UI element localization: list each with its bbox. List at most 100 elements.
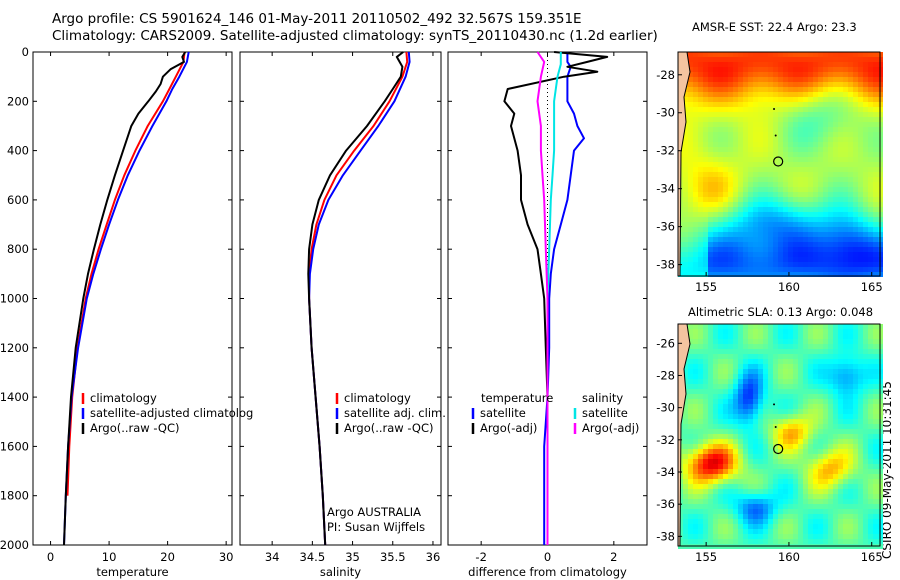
sst-map-cell: [723, 252, 728, 257]
sla-map-cell: [768, 379, 773, 384]
sst-map-cell: [753, 162, 758, 167]
sla-map-cell: [828, 499, 833, 504]
sla-map-cell: [873, 379, 878, 384]
sst-map-cell: [743, 102, 748, 107]
sla-map-cell: [863, 324, 868, 329]
sst-map-cell: [713, 232, 718, 237]
sst-map-cell: [708, 242, 713, 247]
sst-map-cell: [848, 122, 853, 127]
sst-map-cell: [798, 97, 803, 102]
sla-map-cell: [848, 389, 853, 394]
sla-map-cell: [793, 369, 798, 374]
sla-map-cell: [723, 389, 728, 394]
sst-map-cell: [743, 62, 748, 67]
sla-map-cell: [693, 499, 698, 504]
sla-map-cell: [728, 409, 733, 414]
sla-map-cell: [868, 429, 873, 434]
sla-map-cell: [813, 414, 818, 419]
sla-map-cell: [693, 344, 698, 349]
sst-map-cell: [763, 257, 768, 262]
sst-map-cell: [873, 147, 878, 152]
sla-map-cell: [728, 479, 733, 484]
sst-map-cell: [728, 132, 733, 137]
sst-map-cell: [868, 122, 873, 127]
sst-map-cell: [688, 252, 693, 257]
sla-map-cell: [693, 469, 698, 474]
sla-map-cell: [713, 334, 718, 339]
sla-map-cell: [778, 459, 783, 464]
sla-map-cell: [723, 394, 728, 399]
sla-map-ytick-label: -34: [656, 465, 675, 479]
sla-map-cell: [743, 374, 748, 379]
sla-map-cell: [848, 424, 853, 429]
sla-map-cell: [853, 499, 858, 504]
sst-map-cell: [843, 272, 848, 277]
sla-map-cell: [793, 444, 798, 449]
sla-map-cell: [823, 474, 828, 479]
sla-map-cell: [753, 419, 758, 424]
sla-map-cell: [783, 339, 788, 344]
sst-map-cell: [848, 107, 853, 112]
sla-map-cell: [818, 329, 823, 334]
sst-map-cell: [863, 67, 868, 72]
sla-map-cell: [708, 424, 713, 429]
sst-map-cell: [713, 172, 718, 177]
sst-map-cell: [703, 242, 708, 247]
sst-map-cell: [683, 167, 688, 172]
sla-map-cell: [833, 349, 838, 354]
sst-map-cell: [788, 77, 793, 82]
sla-map-cell: [868, 374, 873, 379]
sla-map-cell: [798, 474, 803, 479]
sla-map-cell: [728, 429, 733, 434]
sst-map-cell: [698, 182, 703, 187]
depth-tick-label: 1600: [0, 439, 29, 453]
sst-map-cell: [818, 122, 823, 127]
sst-map-cell: [793, 107, 798, 112]
sla-map-cell: [768, 344, 773, 349]
temperature-xtick-label: 30: [219, 550, 234, 564]
sla-map-cell: [843, 539, 848, 544]
sst-map-cell: [838, 172, 843, 177]
sla-map-cell: [693, 479, 698, 484]
sst-map-cell: [853, 82, 858, 87]
sst-map-cell: [818, 132, 823, 137]
sst-map-cell: [858, 242, 863, 247]
sla-map-cell: [868, 384, 873, 389]
sla-map-cell: [733, 459, 738, 464]
sla-map-cell: [713, 449, 718, 454]
sst-map-cell: [868, 52, 873, 57]
sla-map-cell: [788, 424, 793, 429]
sst-map-cell: [778, 177, 783, 182]
sla-map-cell: [863, 484, 868, 489]
sla-map-cell: [863, 404, 868, 409]
sla-map-cell: [803, 434, 808, 439]
sla-map-cell: [748, 424, 753, 429]
sst-map-cell: [843, 157, 848, 162]
sla-map-cell: [813, 464, 818, 469]
sla-map-cell: [793, 399, 798, 404]
sst-map-cell: [863, 227, 868, 232]
sla-map-cell: [828, 534, 833, 539]
sst-map-cell: [803, 132, 808, 137]
sla-map-cell: [793, 414, 798, 419]
sst-map-cell: [858, 152, 863, 157]
sla-map-cell: [688, 529, 693, 534]
sst-map-cell: [773, 197, 778, 202]
sst-map-cell: [778, 227, 783, 232]
sla-map-cell: [743, 429, 748, 434]
sst-map-cell: [688, 77, 693, 82]
sla-map-cell: [743, 464, 748, 469]
sla-map-cell: [718, 479, 723, 484]
sst-map-cell: [683, 192, 688, 197]
sla-map-cell: [833, 499, 838, 504]
sla-map-cell: [763, 459, 768, 464]
sst-map-cell: [718, 52, 723, 57]
sst-map-cell: [843, 262, 848, 267]
sla-map-cell: [738, 389, 743, 394]
sla-map-cell: [808, 534, 813, 539]
sla-map-cell: [708, 344, 713, 349]
sla-map-cell: [848, 414, 853, 419]
sla-map-cell: [738, 479, 743, 484]
sst-map-cell: [703, 197, 708, 202]
sla-map-cell: [738, 489, 743, 494]
